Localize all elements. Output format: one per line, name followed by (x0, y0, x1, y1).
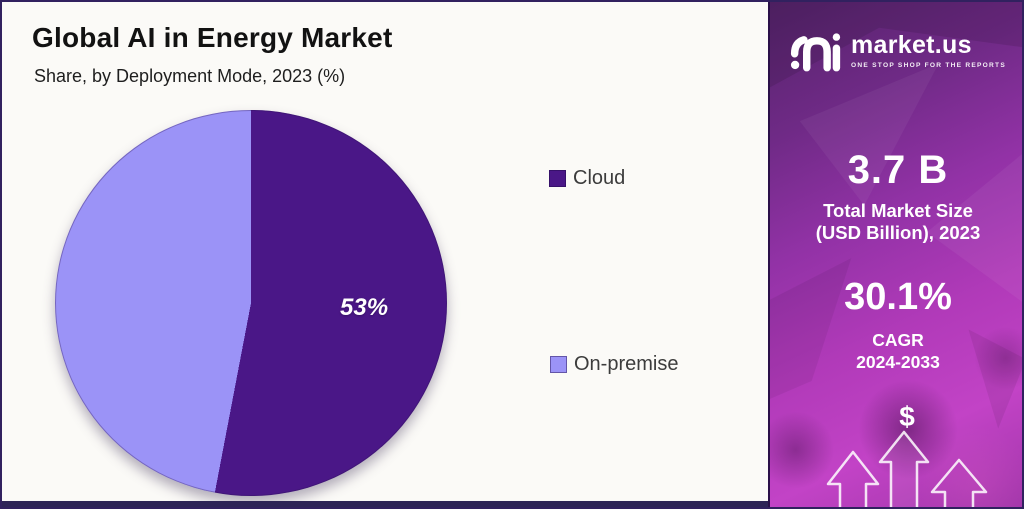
stat-market-size-label-line2: (USD Billion), 2023 (815, 222, 981, 244)
chart-title: Global AI in Energy Market (32, 22, 393, 53)
dollar-icon: $ (899, 401, 915, 432)
brand-tagline: ONE STOP SHOP FOR THE REPORTS (851, 62, 1006, 69)
legend-item-cloud: Cloud (549, 167, 625, 190)
bottom-accent-bar (2, 501, 768, 507)
legend-label-cloud: Cloud (573, 167, 626, 189)
pie-chart (55, 110, 447, 496)
stat-cagr-label-line1: CAGR (872, 330, 924, 350)
stat-cagr-label-line2: 2024-2033 (856, 351, 940, 372)
legend-swatch-cloud (549, 170, 566, 187)
marketus-logo-icon (790, 33, 841, 72)
brand-logo-row: market.us ONE STOP SHOP FOR THE REPORTS (770, 28, 1022, 74)
brand-panel: market.us ONE STOP SHOP FOR THE REPORTS … (768, 2, 1022, 507)
stat-market-size-label-line1: Total Market Size (823, 200, 973, 221)
legend-label-on-premise: On-premise (574, 353, 679, 375)
pie-slice-data-label: 53% (340, 294, 389, 321)
legend-item-on-premise: On-premise (550, 353, 678, 376)
legend-swatch-on-premise (550, 356, 567, 373)
brand-name: market.us (851, 31, 972, 59)
stat-market-size-label: Total Market Size (USD Billion), 2023 (770, 200, 1022, 244)
stat-market-size-value: 3.7 B (847, 148, 949, 192)
stat-cagr-label: CAGR 2024-2033 (770, 330, 1022, 374)
stat-cagr-value: 30.1% (844, 276, 952, 318)
brand-text-block: market.us ONE STOP SHOP FOR THE REPORTS (851, 31, 1006, 70)
chart-subtitle: Share, by Deployment Mode, 2023 (%) (34, 66, 346, 86)
chart-area: Global AI in Energy Market Share, by Dep… (2, 2, 768, 507)
